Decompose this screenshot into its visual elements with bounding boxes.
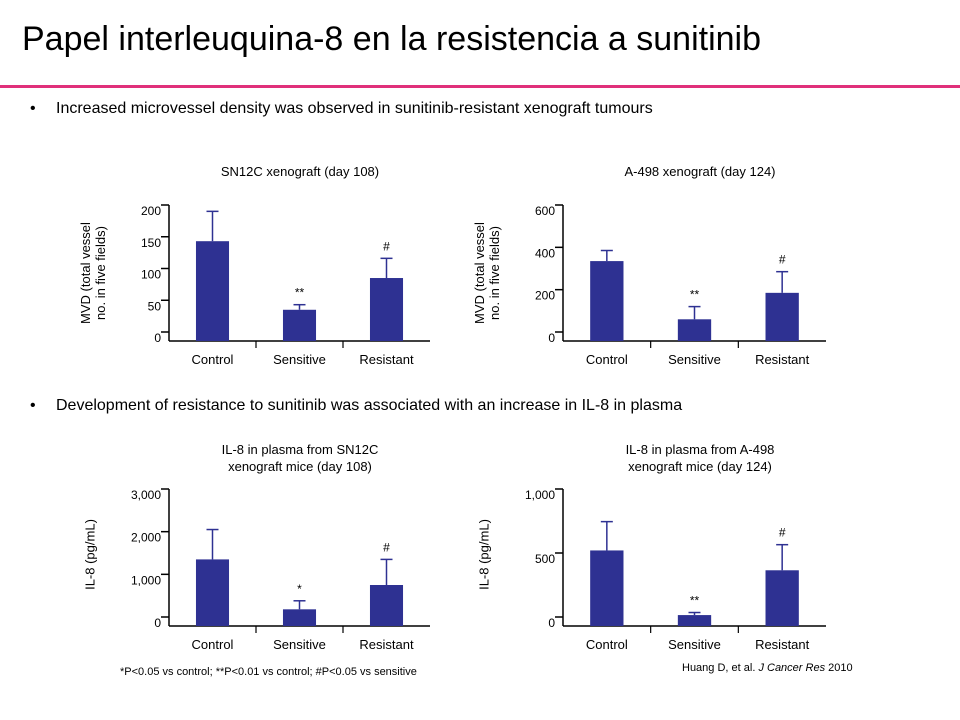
bar — [590, 261, 624, 341]
bar — [195, 559, 230, 626]
chart-title: IL-8 in plasma from SN12C xenograft mice … — [221, 442, 379, 474]
y-tick-label: 2,000 — [131, 531, 161, 545]
y-tick-label: 600 — [535, 204, 555, 218]
y-tick-label: 100 — [141, 268, 161, 282]
significance-marker: # — [779, 526, 786, 540]
y-tick-label: 200 — [535, 289, 555, 303]
x-tick-label: Control — [192, 637, 234, 652]
x-tick-label: Resistant — [755, 352, 810, 367]
y-tick-label: 1,000 — [525, 488, 555, 502]
bar — [282, 609, 317, 626]
y-tick-label: 1,000 — [131, 573, 161, 587]
significance-marker: # — [779, 253, 786, 267]
bullet-text-1: Increased microvessel density was observ… — [56, 100, 653, 117]
significance-marker: * — [297, 582, 302, 596]
bar — [677, 615, 712, 626]
bullet-text-2: Development of resistance to sunitinib w… — [56, 397, 683, 414]
bullet-dot: • — [30, 397, 36, 414]
bar — [369, 278, 404, 341]
bullet-item-1: • Increased microvessel density was obser… — [30, 100, 653, 118]
x-tick-label: Sensitive — [668, 637, 721, 652]
citation-year: 2010 — [828, 662, 853, 674]
significance-marker: ** — [295, 286, 305, 300]
bar — [765, 292, 799, 341]
slide-title: Papel interleuquina-8 en la resistencia … — [22, 20, 762, 58]
bar — [282, 309, 317, 341]
bullet-item-2: • Development of resistance to sunitinib … — [30, 397, 682, 415]
y-tick-label: 400 — [535, 246, 555, 260]
y-tick-label: 500 — [535, 552, 555, 566]
chart-title: IL-8 in plasma from A-498 xenograft mice … — [625, 442, 775, 474]
x-tick-label: Sensitive — [668, 352, 721, 367]
significance-marker: ** — [690, 288, 700, 302]
citation-authors: Huang D, et al. — [682, 662, 756, 674]
bar — [369, 585, 404, 626]
x-tick-label: Sensitive — [273, 352, 326, 367]
bar — [765, 570, 799, 626]
x-tick-label: Resistant — [755, 637, 810, 652]
y-tick-label: 0 — [548, 616, 555, 630]
bar — [590, 550, 624, 626]
y-tick-label: 150 — [141, 236, 161, 250]
y-tick-label: 0 — [154, 616, 161, 630]
significance-marker: # — [383, 540, 390, 554]
chart-title: SN12C xenograft (day 108) — [220, 164, 380, 179]
x-tick-label: Resistant — [359, 352, 414, 367]
x-tick-label: Control — [192, 352, 234, 367]
citation: Huang D, et al. J Cancer Res 2010 — [682, 662, 853, 674]
x-tick-label: Sensitive — [273, 637, 326, 652]
chart-title: A-498 xenograft (day 124) — [624, 164, 776, 179]
title-divider — [0, 85, 960, 88]
significance-marker: # — [383, 239, 390, 253]
bullet-dot: • — [30, 100, 36, 117]
significance-marker: ** — [690, 594, 700, 608]
x-tick-label: Resistant — [359, 637, 414, 652]
bar — [677, 319, 712, 341]
y-tick-label: 0 — [154, 331, 161, 345]
bar — [195, 241, 230, 341]
x-tick-label: Control — [586, 352, 628, 367]
significance-footnote: *P<0.05 vs control; **P<0.01 vs control;… — [120, 666, 417, 678]
y-tick-label: 3,000 — [131, 488, 161, 502]
y-tick-label: 50 — [148, 299, 162, 313]
y-tick-label: 0 — [548, 331, 555, 345]
citation-journal: J Cancer Res — [758, 662, 826, 674]
x-tick-label: Control — [586, 637, 628, 652]
y-tick-label: 200 — [141, 204, 161, 218]
